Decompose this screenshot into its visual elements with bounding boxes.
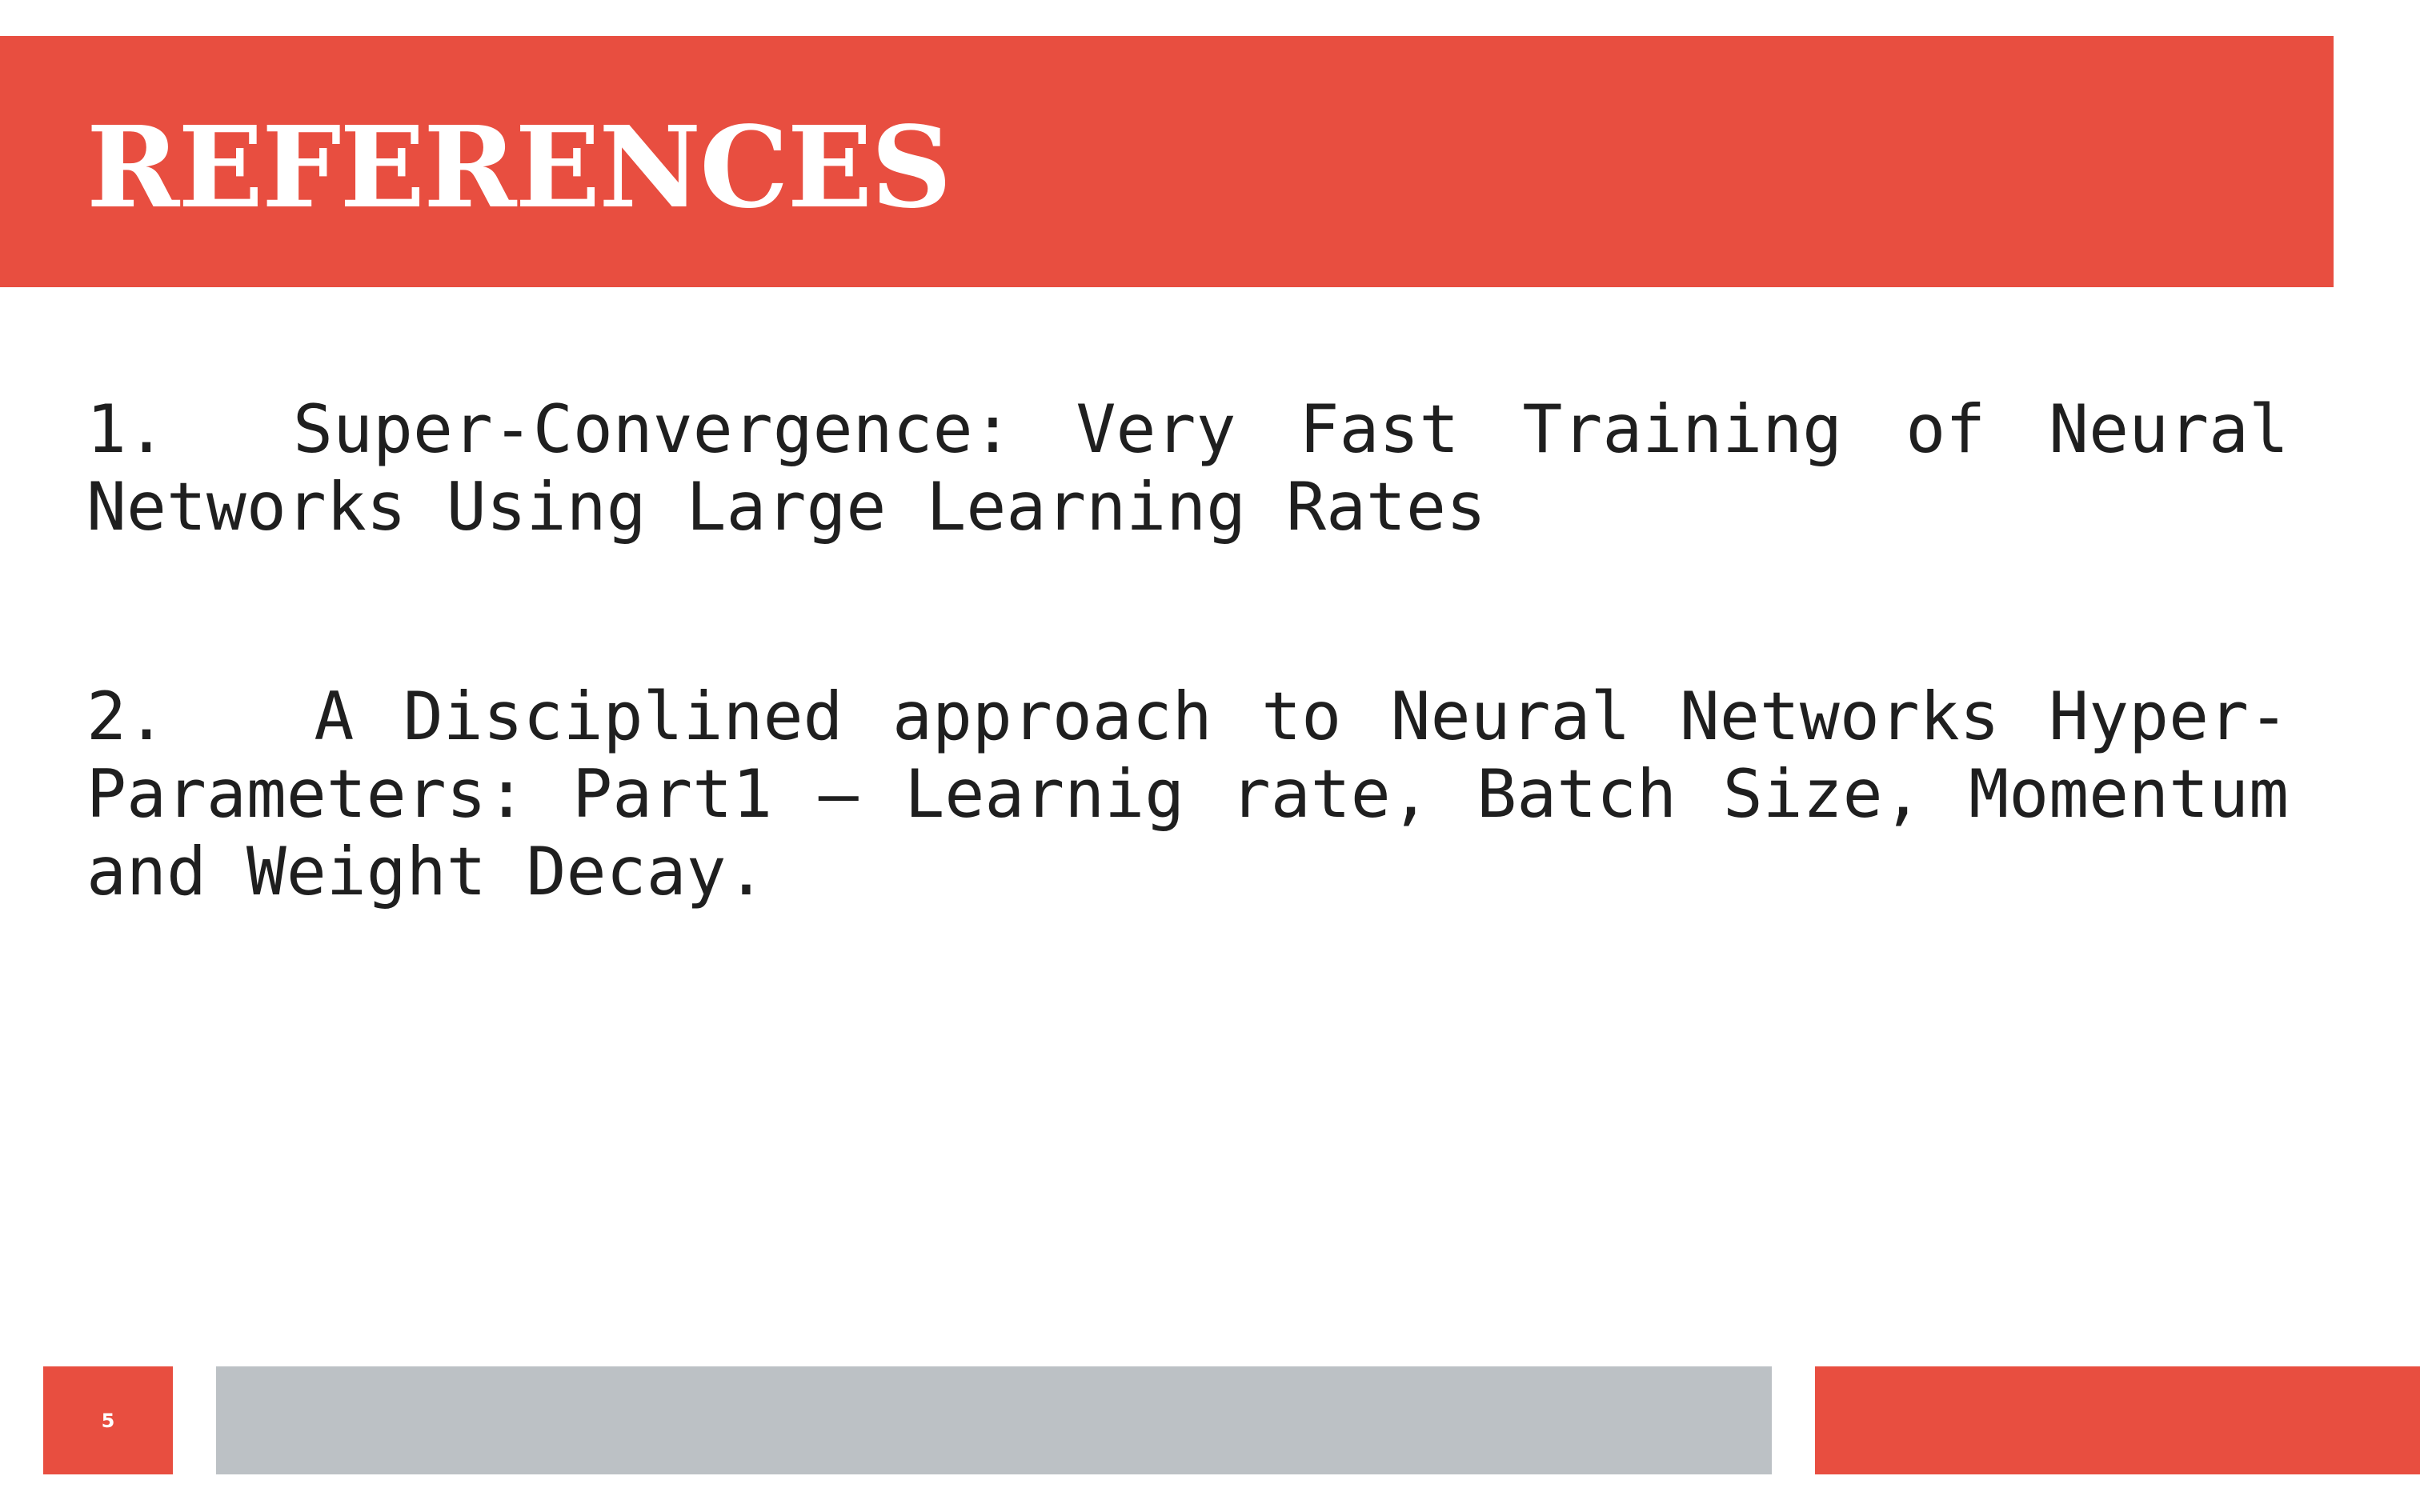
reference-item: 2. A Disciplined approach to Neural Netw… [86,678,2289,910]
reference-item: 1. Super-Convergence: Very Fast Training… [86,390,2289,546]
footer-red-bar [1815,1366,2420,1474]
reference-text: A Disciplined approach to Neural Network… [86,678,2289,910]
slide-title: REFERENCES [86,102,952,234]
reference-text: Super-Convergence: Very Fast Training of… [86,390,2289,546]
footer-gray-bar [216,1366,1772,1474]
reference-number: 2. [86,678,166,755]
footer-page-box: 5 [43,1366,173,1474]
reference-list: 1. Super-Convergence: Very Fast Training… [86,390,2289,910]
page-number: 5 [101,1409,115,1432]
reference-number: 1. [86,390,166,468]
title-bar [0,36,2334,287]
